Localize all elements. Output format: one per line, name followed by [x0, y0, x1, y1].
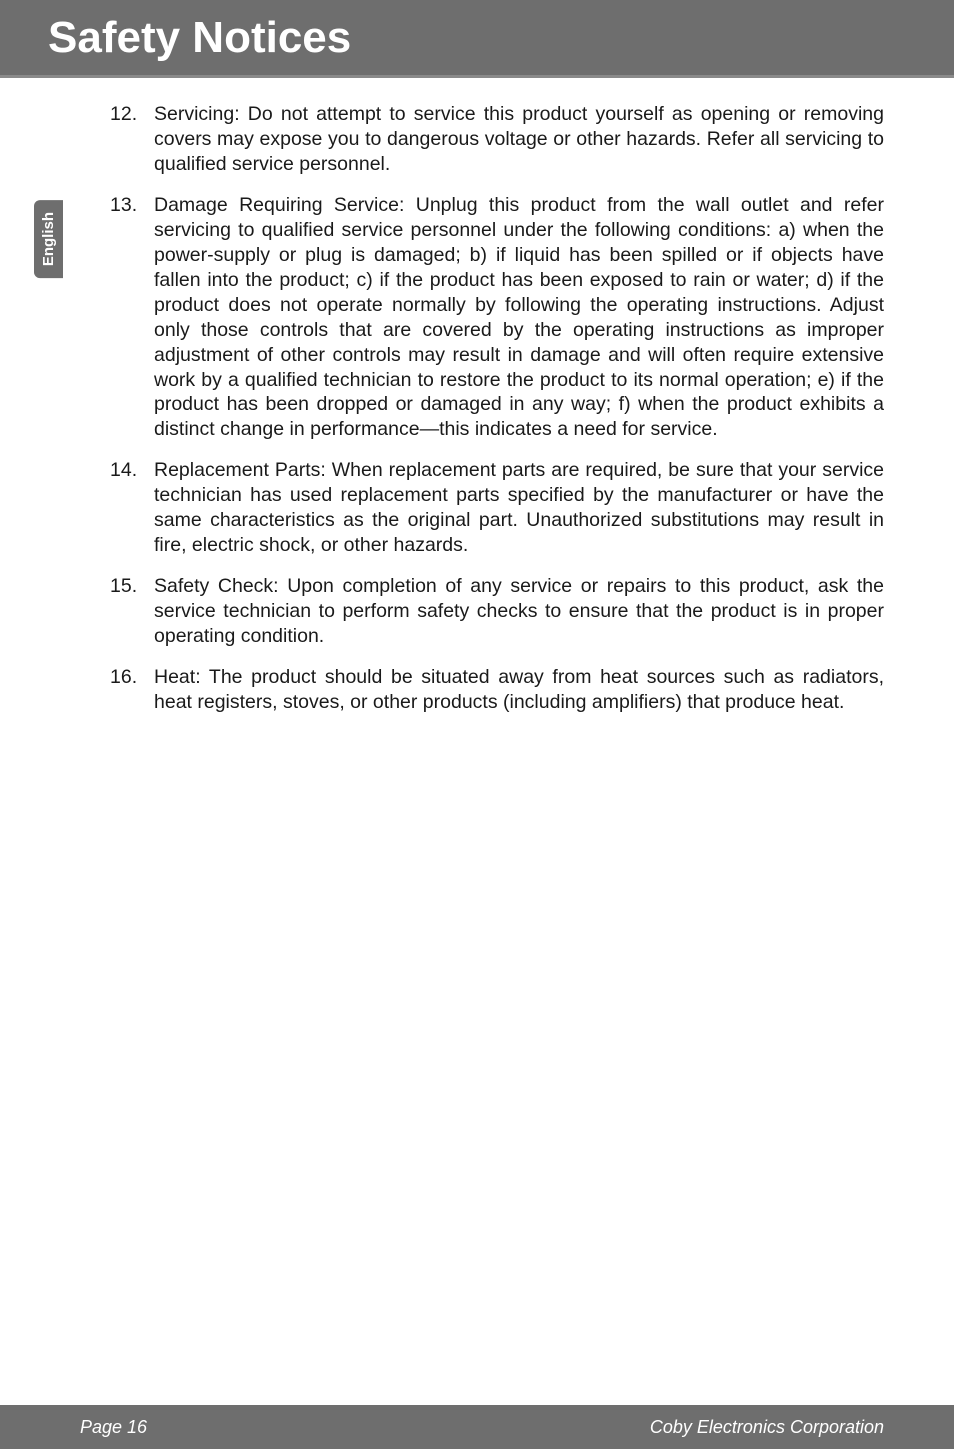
item-number: 13.	[110, 193, 154, 443]
item-text: Heat: The product should be situated awa…	[154, 665, 884, 715]
language-tab: English	[34, 200, 63, 278]
list-item: 14. Replacement Parts: When replacement …	[110, 458, 884, 558]
item-text: Safety Check: Upon completion of any ser…	[154, 574, 884, 649]
page-title: Safety Notices	[48, 13, 351, 63]
company-name: Coby Electronics Corporation	[650, 1417, 884, 1438]
item-text: Damage Requiring Service: Unplug this pr…	[154, 193, 884, 443]
item-number: 15.	[110, 574, 154, 649]
item-number: 12.	[110, 102, 154, 177]
list-item: 16. Heat: The product should be situated…	[110, 665, 884, 715]
list-item: 12. Servicing: Do not attempt to service…	[110, 102, 884, 177]
header-bar: Safety Notices	[0, 0, 954, 78]
list-item: 15. Safety Check: Upon completion of any…	[110, 574, 884, 649]
item-text: Replacement Parts: When replacement part…	[154, 458, 884, 558]
item-number: 14.	[110, 458, 154, 558]
page-number: Page 16	[80, 1417, 147, 1438]
content-area: 12. Servicing: Do not attempt to service…	[0, 78, 954, 715]
item-number: 16.	[110, 665, 154, 715]
footer-bar: Page 16 Coby Electronics Corporation	[0, 1405, 954, 1449]
list-item: 13. Damage Requiring Service: Unplug thi…	[110, 193, 884, 443]
item-text: Servicing: Do not attempt to service thi…	[154, 102, 884, 177]
